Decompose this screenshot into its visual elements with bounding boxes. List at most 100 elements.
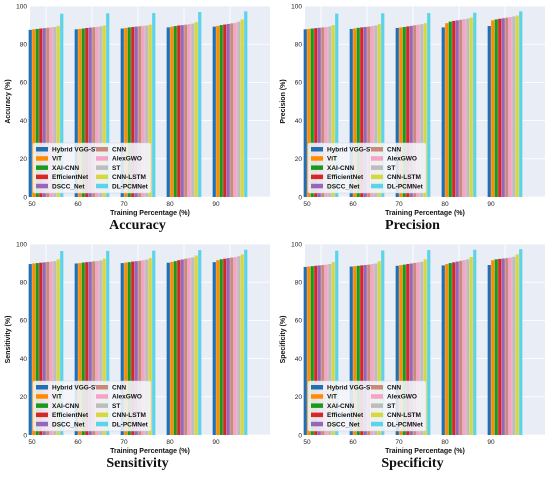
bar [124, 262, 128, 435]
legend-label: ViT [52, 156, 62, 163]
y-axis-label: Sensitivity (%) [5, 316, 12, 364]
bar [353, 266, 357, 435]
x-tick-label: 60 [74, 439, 82, 446]
bar [356, 265, 360, 435]
chart-caption: Accuracy [109, 218, 166, 233]
bar [56, 259, 60, 435]
legend-swatch [311, 385, 323, 390]
bar [328, 264, 332, 435]
y-tick-label: 0 [298, 432, 302, 439]
legend-label: DL-PCMNet [112, 183, 149, 190]
bar [413, 25, 417, 197]
bar [237, 256, 241, 435]
bar [120, 28, 124, 198]
bar [445, 23, 449, 197]
legend-label: ST [112, 165, 120, 172]
x-tick-label: 80 [441, 201, 449, 208]
legend-label: Hybrid VGG-SVM [327, 147, 380, 154]
legend-label: ViT [327, 156, 337, 163]
bar [173, 26, 177, 198]
chart-panel-specificity: 0 20 40 60 80 100 50 60 70 80 90 Training Percentag… [275, 238, 550, 476]
y-tick-label: 40 [295, 356, 303, 363]
y-tick-label: 60 [295, 318, 303, 325]
bar [455, 261, 459, 435]
bar [53, 27, 57, 198]
legend-label: ST [387, 165, 395, 172]
bar [381, 250, 385, 435]
y-tick-label: 80 [20, 42, 28, 49]
bar [46, 27, 50, 197]
legend-label: CNN [387, 385, 401, 392]
bar [244, 11, 248, 198]
bar [416, 262, 420, 435]
bar [370, 264, 374, 435]
bar [494, 259, 498, 435]
bar [216, 260, 220, 435]
bar [194, 255, 198, 435]
sensitivity-chart: 0 20 40 60 80 100 50 60 70 80 90 Training Percentag… [5, 241, 270, 455]
bar [85, 262, 89, 435]
specificity-chart: 0 20 40 60 80 100 50 60 70 80 90 Training Percentag… [280, 241, 545, 455]
x-axis-label: Training Percentage (%) [385, 210, 465, 217]
legend-swatch [96, 156, 108, 161]
legend-label: DL-PCMNet [387, 421, 424, 428]
x-axis-label: Training Percentage (%) [385, 448, 465, 455]
bar [99, 260, 103, 435]
legend-label: AlexGWO [387, 156, 417, 163]
bar [335, 13, 339, 198]
legend-label: DSCC_Net [52, 421, 85, 428]
bar [127, 27, 131, 198]
legend-label: CNN-LSTM [112, 174, 146, 181]
x-axis-label: Training Percentage (%) [110, 448, 190, 455]
bar [166, 262, 170, 435]
bar [307, 28, 311, 198]
bar [28, 29, 32, 197]
bar [32, 29, 36, 197]
legend-swatch [96, 174, 108, 180]
bar [180, 25, 184, 197]
x-tick-label: 90 [487, 439, 495, 446]
legend-swatch [311, 165, 323, 170]
bar [240, 254, 244, 435]
x-axis-label: Training Percentage (%) [110, 210, 190, 217]
legend-swatch [96, 147, 108, 152]
bar [501, 18, 505, 198]
x-tick-label: 60 [349, 201, 357, 208]
bar [187, 24, 191, 197]
bar [374, 263, 378, 435]
legend-label: AlexGWO [112, 156, 142, 163]
bar [88, 261, 92, 435]
bar [360, 27, 364, 198]
x-tick-label: 80 [441, 439, 449, 446]
legend-label: Hybrid VGG-SVM [327, 385, 380, 392]
bar [310, 266, 314, 435]
bar [469, 17, 473, 198]
legend-swatch [36, 183, 48, 189]
bar [448, 263, 452, 435]
bar [106, 13, 110, 198]
legend-swatch [311, 174, 323, 180]
legend-swatch [311, 421, 323, 427]
x-tick-label: 70 [120, 201, 128, 208]
bar [501, 258, 505, 435]
bar [170, 261, 174, 435]
bar [317, 265, 321, 435]
bar [399, 265, 403, 435]
bar [173, 261, 177, 435]
bar [455, 20, 459, 198]
bar [244, 249, 248, 435]
y-tick-label: 60 [20, 318, 28, 325]
legend-swatch [36, 385, 48, 390]
y-tick-label: 80 [20, 280, 28, 287]
bar [138, 26, 142, 197]
bar [420, 261, 424, 435]
bar [367, 26, 371, 197]
bar [141, 25, 145, 198]
bar [226, 23, 230, 198]
bar [413, 262, 417, 435]
bar [452, 262, 456, 435]
y-tick-label: 20 [295, 156, 303, 163]
legend-swatch [371, 385, 383, 390]
bar [74, 263, 78, 435]
legend-swatch [96, 165, 108, 170]
